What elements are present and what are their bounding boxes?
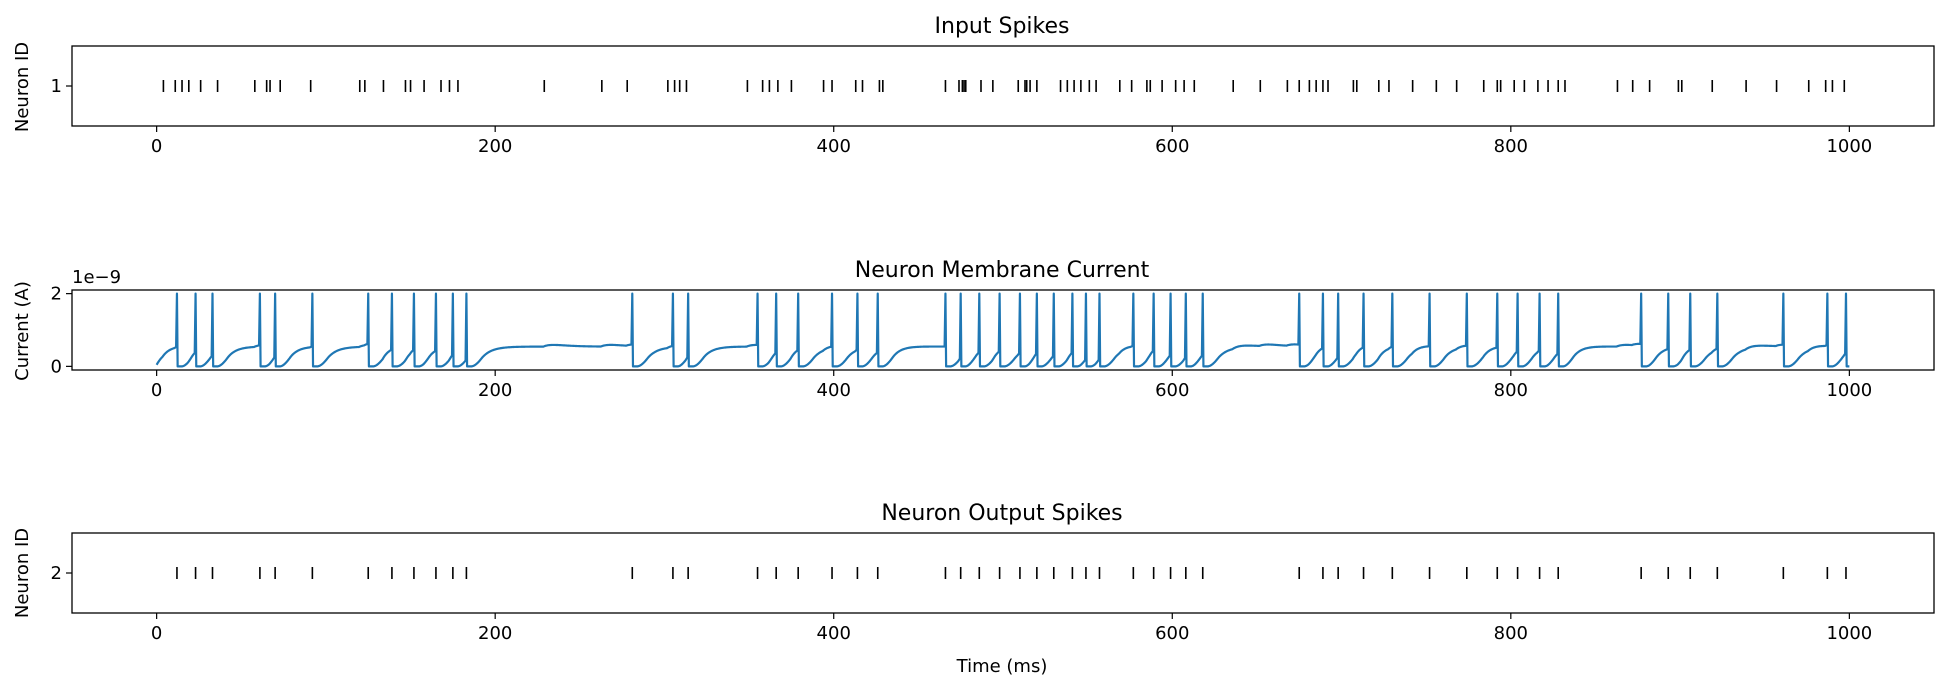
x-tick-label: 200 (478, 623, 512, 644)
x-tick-label: 600 (1155, 623, 1189, 644)
x-tick-label: 0 (151, 136, 162, 157)
x-tick-label: 0 (151, 380, 162, 401)
x-tick-label: 1000 (1826, 623, 1872, 644)
x-tick-label: 800 (1494, 623, 1528, 644)
output-spikes-ticks: 0 200 400 600 800 1000 2 (51, 563, 1873, 644)
membrane-current-axes-frame (71, 289, 1935, 371)
x-tick-label: 0 (151, 623, 162, 644)
x-tick-label: 800 (1494, 136, 1528, 157)
output-spikes-title: Neuron Output Spikes (881, 501, 1122, 526)
input-spikes-axes-frame (71, 45, 1935, 127)
input-spikes-marks (162, 80, 1846, 92)
membrane-current-panel: Neuron Membrane Current Current (A) 1e−9… (12, 258, 1935, 401)
membrane-current-title: Neuron Membrane Current (855, 258, 1150, 283)
input-spikes-ylabel: Neuron ID (12, 42, 33, 132)
membrane-current-marks (155, 292, 1850, 368)
x-tick-label: 1000 (1826, 380, 1872, 401)
y-tick-label: 1 (51, 76, 62, 97)
output-spikes-xlabel: Time (ms) (956, 656, 1048, 677)
membrane-current-ticks: 0 200 400 600 800 1000 0 2 (51, 284, 1873, 401)
y-tick-label: 0 (51, 356, 62, 377)
y-tick-label: 2 (51, 284, 62, 305)
x-tick-label: 600 (1155, 380, 1189, 401)
x-tick-label: 800 (1494, 380, 1528, 401)
output-spikes-marks (176, 567, 1847, 579)
x-tick-label: 400 (817, 380, 851, 401)
y-tick-label: 2 (51, 563, 62, 584)
x-tick-label: 200 (478, 380, 512, 401)
current-series-line (155, 292, 1850, 368)
x-tick-label: 200 (478, 136, 512, 157)
x-tick-label: 400 (817, 136, 851, 157)
membrane-current-ylabel: Current (A) (12, 281, 33, 381)
x-tick-label: 1000 (1826, 136, 1872, 157)
x-tick-label: 600 (1155, 136, 1189, 157)
input-spikes-title: Input Spikes (935, 14, 1070, 39)
input-spikes-panel: Input Spikes Neuron ID 0 200 400 600 800 1000… (12, 14, 1935, 157)
membrane-current-offset-text: 1e−9 (72, 267, 121, 288)
output-spikes-panel: Neuron Output Spikes Neuron ID Time (ms)… (12, 501, 1935, 677)
x-tick-label: 400 (817, 623, 851, 644)
output-spikes-axes-frame (71, 532, 1935, 614)
output-spikes-ylabel: Neuron ID (12, 528, 33, 618)
input-spikes-ticks: 0 200 400 600 800 1000 1 (51, 76, 1873, 157)
